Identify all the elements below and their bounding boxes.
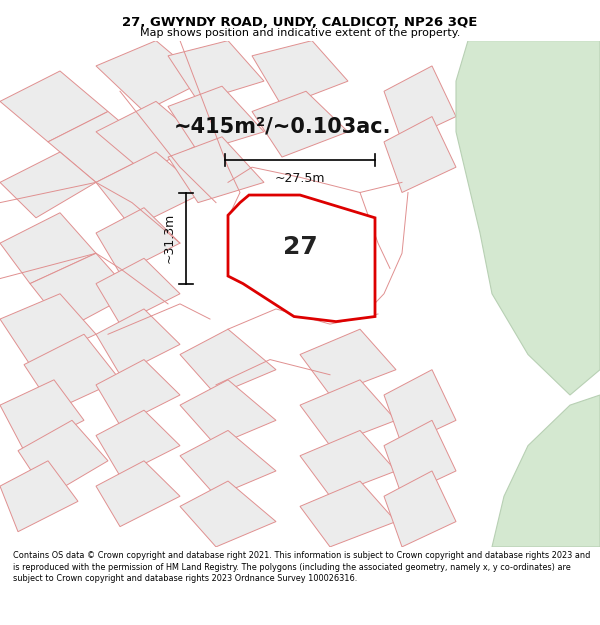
Text: ~31.3m: ~31.3m (162, 213, 175, 263)
Polygon shape (0, 71, 108, 142)
Polygon shape (30, 253, 132, 329)
Polygon shape (18, 420, 108, 496)
Polygon shape (180, 329, 276, 395)
Polygon shape (384, 66, 456, 142)
Polygon shape (384, 420, 456, 496)
Polygon shape (168, 137, 264, 202)
Text: Contains OS data © Crown copyright and database right 2021. This information is : Contains OS data © Crown copyright and d… (13, 551, 590, 583)
Polygon shape (384, 471, 456, 547)
Polygon shape (96, 208, 180, 274)
Polygon shape (384, 116, 456, 192)
Polygon shape (96, 101, 204, 172)
Polygon shape (96, 258, 180, 324)
Polygon shape (48, 111, 156, 182)
Polygon shape (252, 41, 348, 106)
Text: 27: 27 (283, 234, 318, 259)
Polygon shape (300, 431, 396, 496)
Polygon shape (96, 359, 180, 426)
Text: Map shows position and indicative extent of the property.: Map shows position and indicative extent… (140, 28, 460, 38)
Polygon shape (180, 431, 276, 496)
Text: ~415m²/~0.103ac.: ~415m²/~0.103ac. (173, 117, 391, 137)
Polygon shape (252, 91, 348, 157)
Text: ~27.5m: ~27.5m (275, 173, 325, 185)
Polygon shape (24, 334, 120, 410)
Polygon shape (0, 294, 96, 364)
Polygon shape (0, 152, 96, 218)
Polygon shape (384, 369, 456, 446)
Polygon shape (456, 41, 600, 395)
Polygon shape (0, 380, 84, 451)
Text: 27, GWYNDY ROAD, UNDY, CALDICOT, NP26 3QE: 27, GWYNDY ROAD, UNDY, CALDICOT, NP26 3Q… (122, 16, 478, 29)
Polygon shape (96, 461, 180, 527)
Polygon shape (168, 86, 264, 152)
Polygon shape (96, 152, 204, 228)
Polygon shape (180, 380, 276, 446)
Polygon shape (228, 195, 375, 322)
Polygon shape (300, 481, 396, 547)
Polygon shape (0, 213, 96, 284)
Polygon shape (180, 481, 276, 547)
Polygon shape (0, 461, 78, 532)
Polygon shape (96, 309, 180, 375)
Polygon shape (300, 329, 396, 395)
Polygon shape (168, 41, 264, 101)
Polygon shape (96, 410, 180, 476)
Polygon shape (96, 41, 204, 111)
Polygon shape (300, 380, 396, 446)
Polygon shape (492, 395, 600, 547)
